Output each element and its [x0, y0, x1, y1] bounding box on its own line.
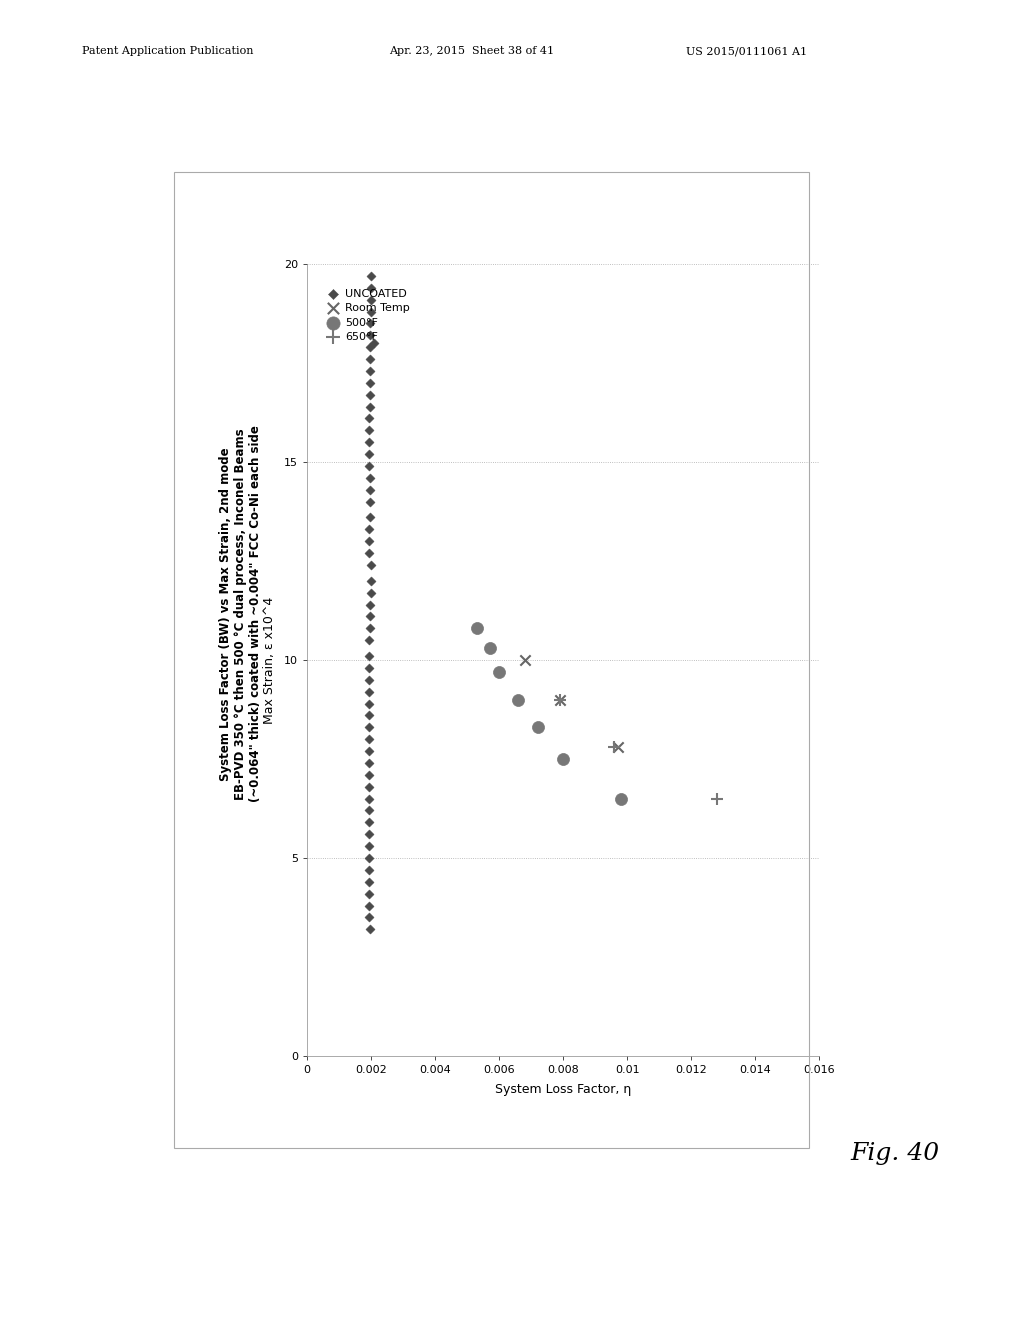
UNCOATED — [361, 360, 378, 381]
UNCOATED — [362, 582, 379, 603]
UNCOATED — [361, 479, 378, 500]
UNCOATED — [361, 455, 378, 477]
500°F — [555, 748, 571, 770]
Y-axis label: Max Strain, ε x10^4: Max Strain, ε x10^4 — [263, 597, 275, 723]
500°F — [469, 618, 485, 639]
UNCOATED — [360, 824, 377, 845]
Text: US 2015/0111061 A1: US 2015/0111061 A1 — [686, 46, 807, 57]
UNCOATED — [362, 277, 379, 298]
UNCOATED — [362, 491, 379, 512]
UNCOATED — [361, 519, 378, 540]
UNCOATED — [360, 883, 377, 904]
UNCOATED — [360, 420, 377, 441]
UNCOATED — [360, 729, 377, 750]
UNCOATED — [360, 693, 377, 714]
UNCOATED — [360, 543, 377, 564]
UNCOATED — [361, 384, 378, 405]
UNCOATED — [361, 325, 378, 346]
Text: Fig. 40: Fig. 40 — [850, 1142, 939, 1164]
UNCOATED — [360, 764, 377, 785]
UNCOATED — [360, 669, 377, 690]
UNCOATED — [361, 606, 378, 627]
UNCOATED — [360, 432, 377, 453]
UNCOATED — [360, 836, 377, 857]
UNCOATED — [360, 776, 377, 797]
UNCOATED — [361, 337, 378, 358]
500°F — [529, 717, 546, 738]
UNCOATED — [361, 630, 378, 651]
UNCOATED — [367, 333, 383, 354]
X-axis label: System Loss Factor, η: System Loss Factor, η — [495, 1084, 632, 1097]
500°F — [510, 689, 526, 710]
UNCOATED — [360, 895, 377, 916]
UNCOATED — [360, 645, 377, 667]
500°F — [492, 661, 508, 682]
UNCOATED — [361, 408, 378, 429]
650°F — [552, 689, 568, 710]
UNCOATED — [362, 372, 379, 393]
Room Temp — [552, 689, 568, 710]
500°F — [612, 788, 629, 809]
UNCOATED — [360, 705, 377, 726]
UNCOATED — [360, 752, 377, 774]
UNCOATED — [360, 657, 377, 678]
UNCOATED — [360, 859, 377, 880]
UNCOATED — [360, 444, 377, 465]
Room Temp — [609, 737, 626, 758]
Room Temp — [516, 649, 532, 671]
650°F — [709, 788, 725, 809]
UNCOATED — [362, 265, 379, 286]
UNCOATED — [360, 741, 377, 762]
UNCOATED — [362, 313, 379, 334]
Text: Patent Application Publication: Patent Application Publication — [82, 46, 253, 57]
UNCOATED — [360, 847, 377, 869]
UNCOATED — [360, 800, 377, 821]
Text: System Loss Factor (BW) vs Max Strain, 2nd mode
EB-PVD 350 °C then 500 °C dual p: System Loss Factor (BW) vs Max Strain, 2… — [219, 425, 262, 803]
UNCOATED — [360, 907, 377, 928]
UNCOATED — [361, 348, 378, 370]
650°F — [606, 737, 623, 758]
UNCOATED — [362, 594, 379, 615]
UNCOATED — [360, 717, 377, 738]
UNCOATED — [361, 396, 378, 417]
UNCOATED — [360, 812, 377, 833]
UNCOATED — [360, 788, 377, 809]
UNCOATED — [362, 301, 379, 322]
Text: Apr. 23, 2015  Sheet 38 of 41: Apr. 23, 2015 Sheet 38 of 41 — [389, 46, 554, 57]
UNCOATED — [361, 618, 378, 639]
UNCOATED — [360, 531, 377, 552]
Legend: UNCOATED, Room Temp, 500°F, 650°F: UNCOATED, Room Temp, 500°F, 650°F — [323, 285, 414, 346]
UNCOATED — [362, 289, 379, 310]
UNCOATED — [361, 919, 378, 940]
UNCOATED — [361, 507, 378, 528]
UNCOATED — [362, 570, 379, 591]
UNCOATED — [362, 554, 379, 576]
UNCOATED — [360, 681, 377, 702]
UNCOATED — [360, 871, 377, 892]
UNCOATED — [361, 467, 378, 488]
500°F — [481, 638, 498, 659]
